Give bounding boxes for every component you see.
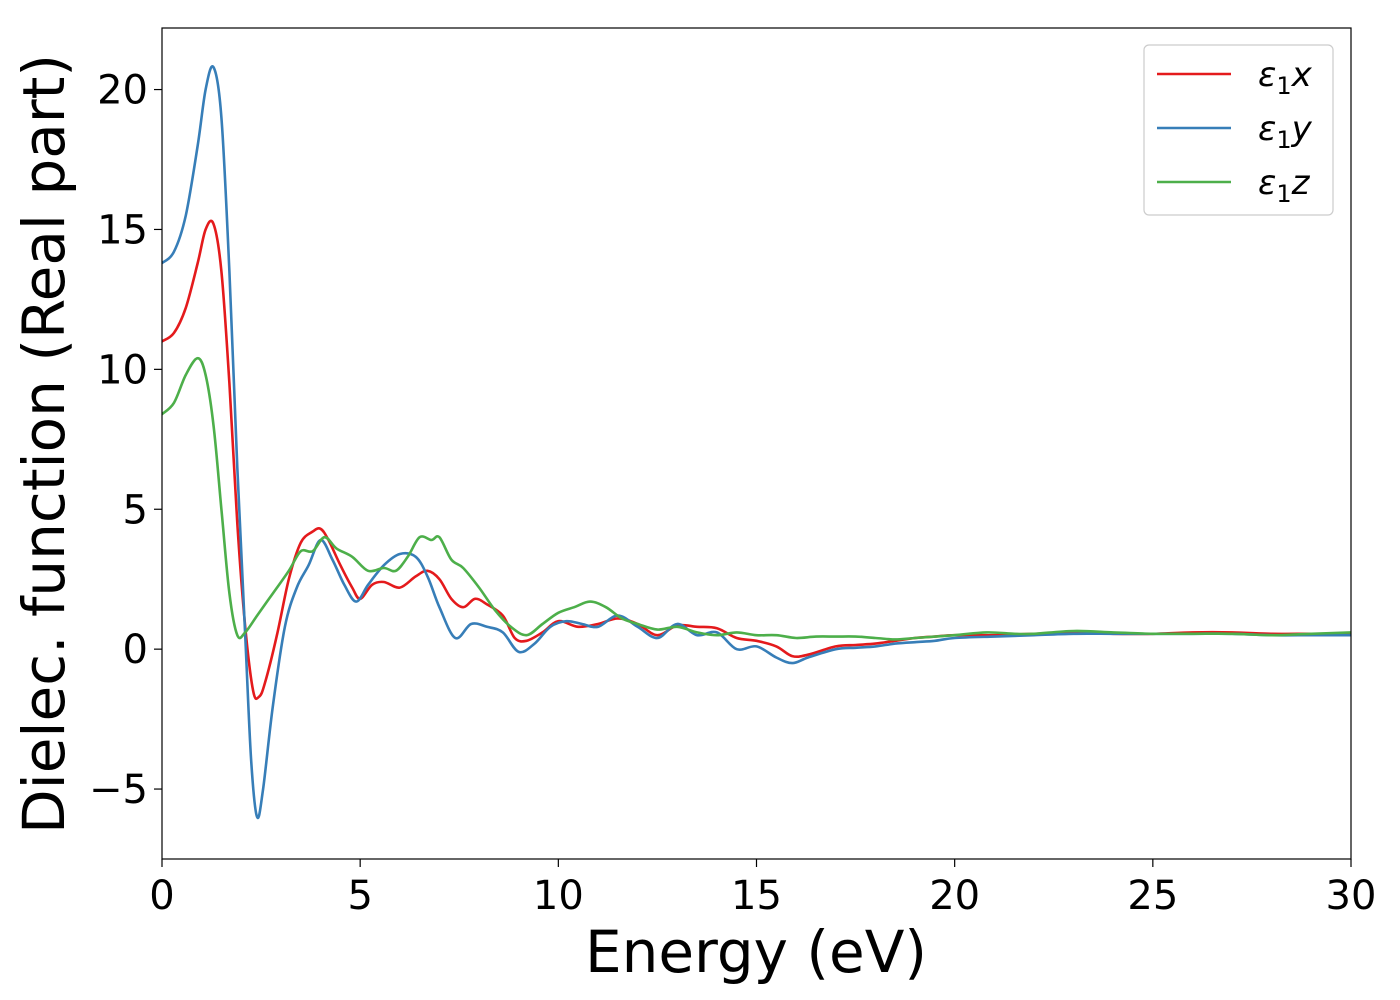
x-tick-label: 10 [533,873,584,919]
x-axis-title: Energy (eV) [585,918,927,986]
x-axis: 0 5 10 15 20 25 30 [149,859,1376,919]
legend: ε1x ε1y ε1z [1143,44,1334,216]
series-group [162,64,1351,820]
x-tick-label: 25 [1127,873,1178,919]
series-line-z [162,356,1351,641]
x-tick-label: 5 [347,873,372,919]
x-tick-label: 30 [1326,873,1377,919]
x-tick-label: 20 [929,873,980,919]
legend-label-x: ε1x [1258,55,1313,100]
legend-label-y: ε1y [1258,109,1313,154]
y-axis-title: Dielec. function (Real part) [10,54,78,834]
x-tick-label: 0 [149,873,174,919]
legend-box [1143,44,1334,216]
y-tick-label: 10 [97,347,148,393]
y-axis: −5 0 5 10 15 20 [89,68,162,813]
y-tick-label: 0 [123,627,148,673]
y-tick-label: −5 [89,767,148,813]
series-line-y [162,64,1351,820]
x-tick-label: 15 [731,873,782,919]
y-tick-label: 20 [97,68,148,114]
y-tick-label: 5 [123,487,148,533]
y-tick-label: 15 [97,207,148,253]
legend-label-z: ε1z [1258,163,1311,208]
